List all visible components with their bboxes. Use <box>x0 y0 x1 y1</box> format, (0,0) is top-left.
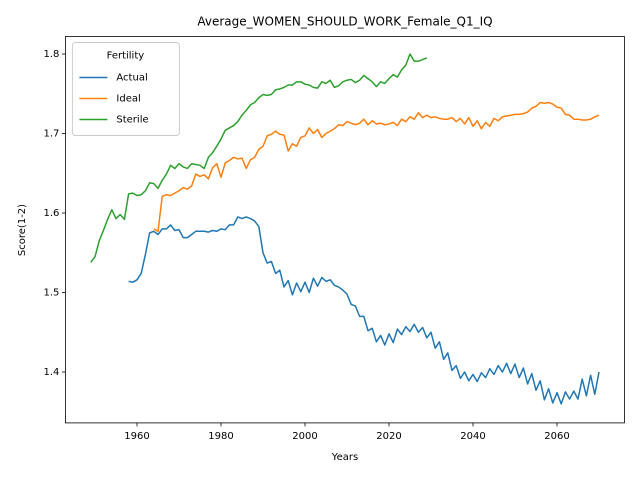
series-line <box>90 53 428 263</box>
y-tick-label: 1.8 <box>43 49 59 60</box>
series-line <box>153 101 600 233</box>
x-tick-label: 2060 <box>544 431 569 442</box>
y-tick-label: 1.5 <box>43 288 59 299</box>
x-tick-label: 2020 <box>376 431 401 442</box>
legend-label: Sterile <box>116 115 148 126</box>
legend-label: Actual <box>116 73 147 84</box>
plot-frame <box>65 36 625 424</box>
y-tick-label: 1.6 <box>43 208 59 219</box>
chart-title: Average_WOMEN_SHOULD_WORK_Female_Q1_IQ <box>197 15 492 29</box>
series-line <box>128 216 600 405</box>
x-tick-label: 1980 <box>208 431 233 442</box>
y-axis-label: Score(1-2) <box>17 204 28 256</box>
x-tick-label: 2040 <box>460 431 485 442</box>
x-tick-label: 2000 <box>292 431 317 442</box>
legend-box <box>71 42 180 136</box>
legend: Fertility Actual Ideal Sterile <box>71 42 180 136</box>
x-axis-label: Years <box>331 452 358 463</box>
y-tick-label: 1.4 <box>43 367 59 378</box>
legend-label: Ideal <box>116 94 140 105</box>
x-tick-label: 1960 <box>124 431 149 442</box>
legend-title: Fertility <box>107 51 145 62</box>
y-tick-label: 1.7 <box>43 128 59 139</box>
